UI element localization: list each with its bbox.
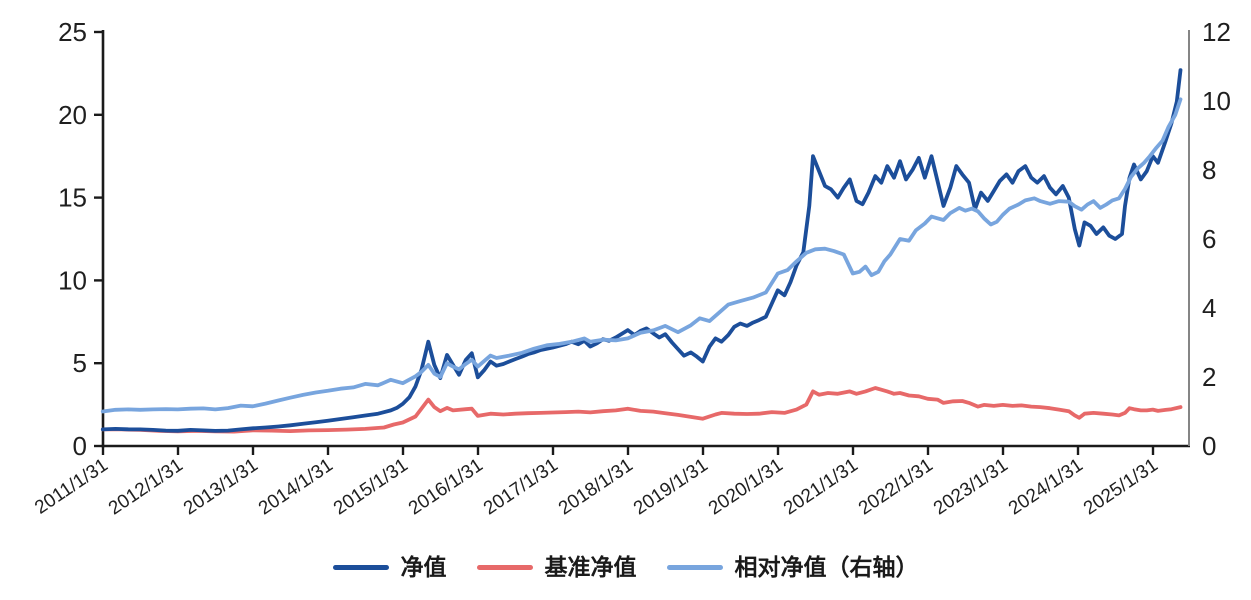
left-axis-tick-label: 15 (58, 183, 87, 213)
legend-item-net-value: 净值 (332, 554, 447, 580)
x-axis-tick-label: 2014/1/31 (255, 455, 337, 520)
chart-legend: 净值 基准净值 相对净值（右轴） (0, 556, 1251, 579)
x-axis-tick-label: 2018/1/31 (555, 455, 637, 520)
right-axis-tick-label: 0 (1202, 431, 1216, 461)
x-axis-tick-label: 2011/1/31 (31, 455, 112, 519)
legend-item-benchmark: 基准净值 (476, 554, 637, 580)
left-axis-tick-label: 5 (73, 348, 87, 378)
left-axis-tick-label: 0 (73, 431, 87, 461)
x-axis-tick-label: 2019/1/31 (630, 455, 712, 520)
x-axis-tick-label: 2024/1/31 (1005, 455, 1087, 520)
x-axis-tick-label: 2017/1/31 (480, 455, 562, 520)
x-axis-tick-label: 2012/1/31 (105, 455, 187, 520)
right-axis-tick-label: 2 (1202, 362, 1216, 392)
left-axis-tick-label: 10 (58, 265, 87, 295)
x-axis-tick-label: 2013/1/31 (180, 455, 262, 520)
right-axis-tick-label: 6 (1202, 224, 1216, 254)
relative-net-value-line (100, 97, 1183, 414)
right-axis-tick-label: 4 (1202, 293, 1216, 323)
x-axis-tick-label: 2022/1/31 (855, 455, 937, 520)
x-axis-tick-label: 2023/1/31 (930, 455, 1012, 520)
left-axis-tick-label: 25 (58, 17, 87, 47)
x-axis-tick-label: 2025/1/31 (1080, 455, 1162, 520)
right-axis-tick-label: 12 (1202, 17, 1231, 47)
x-axis-tick-label: 2020/1/31 (705, 455, 787, 520)
right-axis-tick-label: 8 (1202, 155, 1216, 185)
legend-item-relative: 相对净值（右轴） (666, 554, 919, 580)
legend-label-net-value: 净值 (400, 554, 447, 580)
x-axis-tick-label: 2016/1/31 (405, 455, 487, 520)
left-axis-tick-label: 20 (58, 100, 87, 130)
x-axis-tick-label: 2021/1/31 (780, 455, 862, 520)
legend-label-relative: 相对净值（右轴） (734, 554, 919, 580)
legend-label-benchmark: 基准净值 (544, 554, 637, 580)
net-value-line (100, 68, 1183, 433)
benchmark-net-value-line (100, 386, 1183, 434)
legend-swatch-relative (666, 565, 723, 570)
legend-swatch-benchmark (476, 565, 533, 570)
x-axis-tick-label: 2015/1/31 (330, 455, 412, 520)
right-axis-tick-label: 10 (1202, 86, 1231, 116)
legend-swatch-net-value (332, 565, 389, 570)
